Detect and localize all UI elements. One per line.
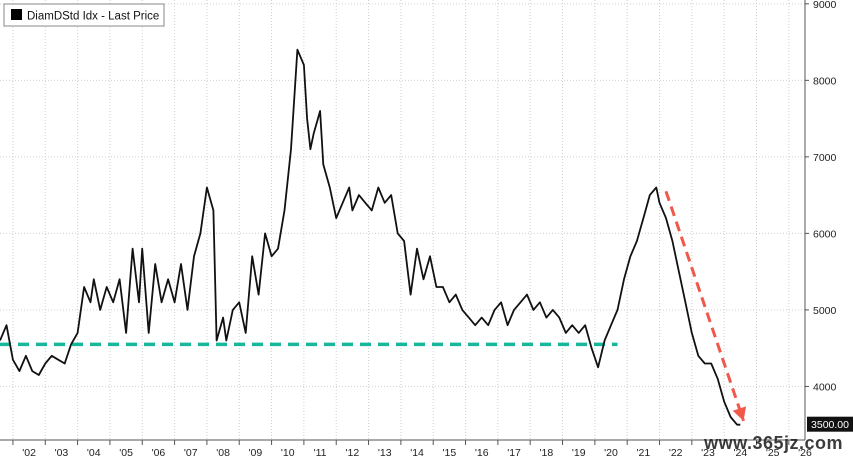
x-tick-label: '03 <box>55 447 69 459</box>
y-tick-label: 6000 <box>813 228 837 240</box>
axis-layer <box>0 0 806 441</box>
x-tick-label: '12 <box>346 447 360 459</box>
legend: DiamDStd Idx - Last Price <box>3 3 165 27</box>
last-price-label: 3500.00 <box>811 419 849 431</box>
x-tick-label: '18 <box>540 447 554 459</box>
legend-frame <box>3 3 165 27</box>
label-layer: 4000 5000 6000 7000 8000 9000 '02 '03 '04 '05 '06 '… <box>22 0 853 459</box>
legend-swatch <box>11 9 22 20</box>
annotation-layer <box>0 190 747 422</box>
x-tick-label: '02 <box>22 447 36 459</box>
x-tick-label: '04 <box>87 447 101 459</box>
last-price-box <box>807 416 853 432</box>
x-tick-label: '10 <box>281 447 295 459</box>
x-tick-label: '05 <box>119 447 133 459</box>
y-tick-label: 8000 <box>813 75 837 87</box>
x-tick-label: '09 <box>249 447 263 459</box>
x-tick-label: '19 <box>572 447 586 459</box>
grid-layer <box>0 0 809 445</box>
x-tick-label: '24 <box>733 447 747 459</box>
x-tick-label: '20 <box>604 447 618 459</box>
x-tick-label: '08 <box>216 447 230 459</box>
watermark-text: www.365jz.com <box>704 433 843 453</box>
series-layer <box>0 48 741 426</box>
x-tick-label: '26 <box>798 447 812 459</box>
x-tick-label: '22 <box>669 447 683 459</box>
trend-dashed-arrow <box>664 190 745 422</box>
x-tick-label: '11 <box>314 447 327 459</box>
x-tick-label: '21 <box>637 447 651 459</box>
y-tick-label: 5000 <box>813 305 837 317</box>
price-line <box>0 48 741 426</box>
y-tick-label: 7000 <box>813 152 837 164</box>
x-tick-label: '07 <box>184 447 198 459</box>
x-tick-label: '25 <box>766 447 780 459</box>
y-tick-label: 9000 <box>813 0 837 11</box>
x-tick-label: '14 <box>410 447 424 459</box>
legend-label: DiamDStd Idx - Last Price <box>27 11 159 23</box>
x-tick-label: '23 <box>701 447 715 459</box>
x-tick-label: '13 <box>378 447 392 459</box>
trend-arrowhead <box>732 406 747 421</box>
x-tick-label: '06 <box>152 447 166 459</box>
x-tick-label: '15 <box>443 447 457 459</box>
x-tick-label: '17 <box>507 447 521 459</box>
x-tick-label: '16 <box>475 447 489 459</box>
y-tick-label: 4000 <box>813 381 837 393</box>
